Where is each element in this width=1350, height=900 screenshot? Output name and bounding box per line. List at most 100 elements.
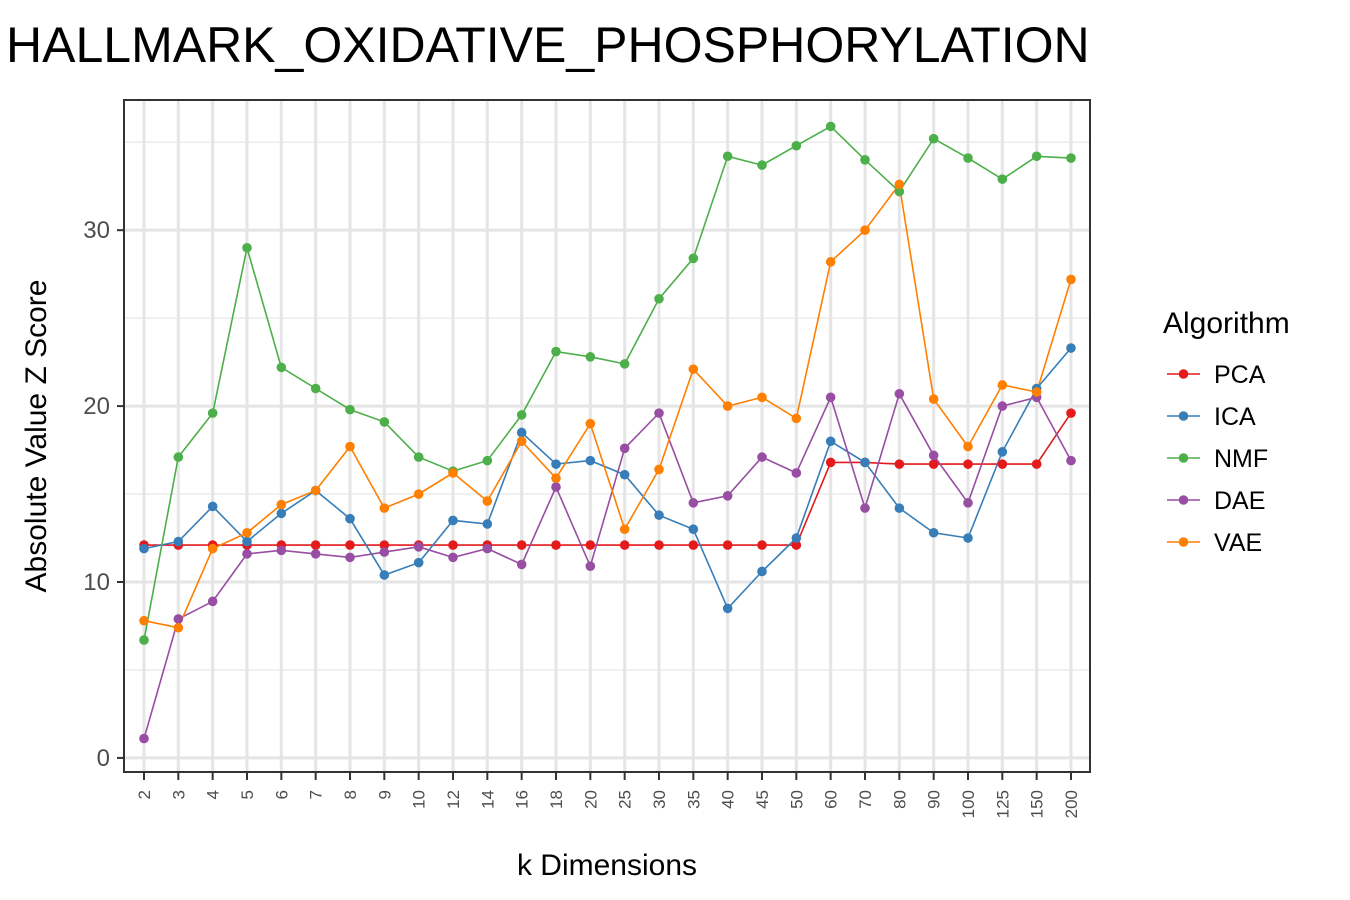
x-axis: 2 3 4 5 6 7 8 9 10 12 14 16 18 20 25 30 35 40 45 50 60 70 80 90…: [135, 772, 1081, 818]
data-point-ica: [139, 543, 149, 554]
legend-key-point: [1178, 369, 1189, 379]
data-point-nmf: [516, 410, 527, 420]
x-tick-label: 200: [1062, 790, 1081, 818]
data-point-nmf: [757, 160, 767, 170]
data-point-pca: [928, 459, 939, 469]
data-point-ica: [448, 515, 458, 526]
data-point-nmf: [551, 346, 561, 357]
data-point-dae: [310, 549, 321, 559]
x-tick-label: 125: [993, 790, 1012, 818]
data-point-nmf: [825, 121, 836, 132]
data-point-nmf: [688, 253, 699, 264]
x-tick-label: 40: [719, 790, 738, 809]
data-point-pca: [516, 540, 527, 550]
data-point-dae: [997, 401, 1008, 411]
data-point-nmf: [963, 153, 973, 163]
series-line-vae: [143, 182, 1072, 629]
data-point-dae: [791, 468, 802, 478]
data-point-ica: [688, 524, 699, 535]
legend: Algorithm PCA ICA NMF DAE VAE: [1163, 307, 1290, 557]
data-point-dae: [688, 498, 699, 508]
data-point-pca: [448, 540, 458, 550]
data-point-dae: [516, 559, 527, 570]
data-point-vae: [997, 380, 1008, 390]
data-point-ica: [928, 527, 939, 538]
data-point-vae: [242, 527, 252, 538]
x-tick-label: 60: [822, 790, 841, 809]
data-point-dae: [242, 549, 252, 559]
data-point-dae: [482, 543, 493, 554]
data-point-ica: [757, 566, 767, 577]
data-point-dae: [139, 733, 149, 744]
x-tick-label: 25: [616, 790, 635, 809]
x-tick-label: 100: [959, 790, 978, 818]
x-tick-label: 45: [753, 790, 772, 809]
x-tick-label: 7: [307, 790, 326, 799]
data-point-pca: [825, 457, 836, 468]
data-point-dae: [551, 482, 561, 492]
data-point-ica: [963, 533, 973, 543]
data-point-dae: [722, 491, 733, 501]
legend-key-point: [1178, 411, 1189, 421]
data-point-vae: [448, 468, 458, 478]
data-point-nmf: [345, 404, 355, 415]
data-point-vae: [207, 543, 218, 554]
legend-title: Algorithm: [1163, 307, 1290, 340]
data-point-dae: [757, 452, 767, 462]
data-point-dae: [585, 561, 596, 571]
data-point-pca: [345, 540, 355, 550]
data-point-dae: [1066, 455, 1076, 466]
data-point-vae: [722, 401, 733, 411]
data-point-vae: [345, 441, 355, 452]
data-point-ica: [276, 508, 287, 519]
data-point-pca: [310, 540, 321, 550]
data-point-dae: [963, 498, 973, 508]
data-point-pca: [551, 540, 561, 550]
data-point-pca: [1031, 459, 1042, 469]
data-point-ica: [207, 501, 218, 512]
data-point-vae: [860, 225, 870, 235]
x-tick-label: 80: [890, 790, 909, 809]
data-point-dae: [173, 614, 184, 624]
data-point-nmf: [173, 452, 184, 462]
data-point-vae: [1066, 274, 1076, 285]
legend-label-nmf: NMF: [1214, 445, 1268, 473]
gridlines: [124, 100, 1090, 772]
data-point-pca: [722, 540, 733, 550]
x-tick-label: 12: [444, 790, 463, 809]
data-point-dae: [379, 547, 390, 557]
data-point-nmf: [997, 174, 1008, 184]
data-point-vae: [928, 394, 939, 404]
x-tick-label: 2: [135, 790, 154, 799]
data-point-nmf: [482, 455, 493, 466]
legend-key-point: [1178, 453, 1189, 463]
legend-label-dae: DAE: [1214, 487, 1265, 515]
data-point-vae: [619, 524, 630, 535]
x-tick-label: 20: [581, 790, 600, 809]
x-tick-label: 35: [684, 790, 703, 809]
plot-frame: [123, 99, 1091, 773]
data-point-vae: [310, 485, 321, 496]
data-point-nmf: [310, 383, 321, 394]
data-point-ica: [242, 536, 252, 547]
data-point-vae: [688, 364, 699, 374]
y-axis: 0 10 20 30: [83, 217, 124, 772]
x-tick-label: 50: [787, 790, 806, 809]
data-point-dae: [894, 388, 905, 399]
data-point-dae: [276, 545, 287, 556]
x-tick-label: 3: [169, 790, 188, 799]
x-tick-label: 8: [341, 790, 360, 799]
data-point-ica: [173, 536, 184, 547]
x-tick-label: 9: [375, 790, 394, 799]
legend-label-pca: PCA: [1214, 361, 1266, 389]
data-point-dae: [413, 542, 424, 552]
data-point-nmf: [1031, 151, 1042, 162]
x-tick-label: 10: [410, 790, 429, 809]
data-point-dae: [207, 596, 218, 607]
x-tick-label: 150: [1028, 790, 1047, 818]
data-point-pca: [894, 459, 905, 469]
panel-border: [123, 99, 1091, 773]
data-point-nmf: [791, 140, 802, 151]
data-point-vae: [894, 179, 905, 190]
data-point-ica: [516, 427, 527, 438]
